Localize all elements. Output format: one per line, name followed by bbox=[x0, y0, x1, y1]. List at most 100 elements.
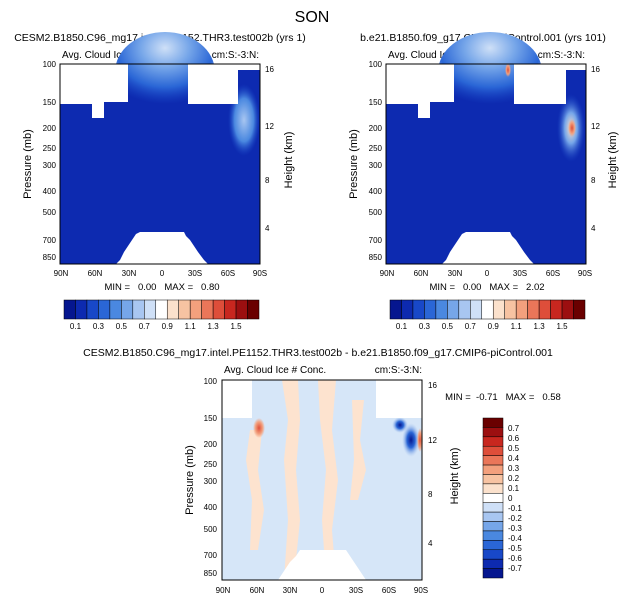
colorbar-swatch bbox=[201, 299, 214, 320]
colorbar-swatch bbox=[86, 299, 99, 320]
x-tick-30s: 30S bbox=[513, 269, 527, 278]
y-tick-850: 850 bbox=[369, 253, 383, 262]
y-axis-right: 16 12 8 4 bbox=[428, 381, 437, 548]
y-tick-700: 700 bbox=[369, 236, 383, 245]
y-tick-150: 150 bbox=[369, 98, 383, 107]
height-tick-8: 8 bbox=[428, 490, 433, 499]
y-axis-label: Pressure (mb) bbox=[22, 129, 34, 199]
panel-top-left: CESM2.B1850.C96_mg17.intel.PE1152.THR3.t… bbox=[14, 32, 306, 293]
colorbar-tick-label: 0.2 bbox=[508, 474, 520, 483]
x-tick-60s: 60S bbox=[221, 269, 235, 278]
y-tick-400: 400 bbox=[204, 503, 218, 512]
colorbar-tick-label: 1.5 bbox=[556, 322, 568, 331]
colorbar-swatch bbox=[482, 502, 504, 513]
colorbar-tick-label: 0.3 bbox=[93, 322, 105, 331]
y-tick-400: 400 bbox=[369, 187, 383, 196]
y-tick-100: 100 bbox=[369, 60, 383, 69]
height-tick-12: 12 bbox=[265, 122, 274, 131]
colorbar-swatch bbox=[515, 299, 528, 320]
colorbar-swatch bbox=[538, 299, 551, 320]
colorbar-swatch bbox=[492, 299, 505, 320]
x-tick-90n: 90N bbox=[380, 269, 395, 278]
colorbar-difference: 0.70.60.50.40.30.20.10-0.1-0.2-0.3-0.4-0… bbox=[482, 417, 522, 579]
colorbar-swatch bbox=[224, 299, 237, 320]
plot-border bbox=[59, 63, 261, 265]
colorbar-tick-label: 0.1 bbox=[396, 322, 408, 331]
y-axis-label: Pressure (mb) bbox=[348, 129, 360, 199]
plot-border bbox=[385, 63, 587, 265]
colorbar-swatch bbox=[550, 299, 563, 320]
red-hotspot bbox=[568, 119, 576, 137]
colorbar-swatch bbox=[482, 493, 504, 503]
x-tick-90n: 90N bbox=[216, 586, 231, 595]
y-axis-right: 16 12 8 4 bbox=[591, 65, 600, 233]
colorbar-swatch bbox=[389, 299, 402, 320]
height-tick-12: 12 bbox=[591, 122, 600, 131]
y-tick-150: 150 bbox=[204, 414, 218, 423]
colorbar-swatch bbox=[482, 483, 504, 494]
colorbar-tick-label: 0.9 bbox=[488, 322, 500, 331]
height-tick-4: 4 bbox=[591, 224, 596, 233]
y-axis-right-label: Height (km) bbox=[283, 132, 295, 189]
negative-anomaly-max bbox=[402, 423, 420, 457]
colorbar-tick-label: 1.1 bbox=[511, 322, 523, 331]
y-axis-left: 100 150 200 250 300 400 500 700 850 bbox=[204, 377, 218, 578]
y-tick-100: 100 bbox=[204, 377, 218, 386]
colorbar-tick-label: 1.5 bbox=[230, 322, 242, 331]
x-tick-30n: 30N bbox=[448, 269, 463, 278]
colorbar-tick-label: 0.9 bbox=[162, 322, 174, 331]
plot-area bbox=[59, 32, 261, 265]
positive-anomaly-streak bbox=[350, 400, 366, 500]
panel-title-left: Avg. Cloud Ice # Conc. bbox=[62, 50, 164, 61]
height-tick-16: 16 bbox=[591, 65, 600, 74]
missing-top-left bbox=[222, 380, 252, 418]
colorbar-swatch bbox=[482, 549, 504, 560]
height-tick-4: 4 bbox=[265, 224, 270, 233]
y-axis-label: Pressure (mb) bbox=[184, 445, 196, 515]
colorbar-swatch bbox=[178, 299, 191, 320]
colorbar-swatch bbox=[132, 299, 145, 320]
colorbar-swatch bbox=[401, 299, 414, 320]
colorbar-tick-label: -0.1 bbox=[508, 504, 522, 513]
colorbar-tick-label: -0.7 bbox=[508, 564, 522, 573]
colorbar-swatch bbox=[144, 299, 157, 320]
missing-top-right bbox=[188, 64, 260, 104]
y-axis-left: 100 150 200 250 300 400 500 700 850 bbox=[43, 60, 57, 262]
y-tick-500: 500 bbox=[204, 525, 218, 534]
colorbar-swatch bbox=[247, 299, 260, 320]
height-tick-12: 12 bbox=[428, 436, 437, 445]
red-hotspot-top bbox=[505, 63, 511, 77]
x-tick-0: 0 bbox=[320, 586, 325, 595]
colorbar-tick-label: 0.4 bbox=[508, 454, 520, 463]
x-axis: 90N 60N 30N 0 30S 60S 90S bbox=[216, 586, 428, 595]
x-tick-90s: 90S bbox=[414, 586, 428, 595]
colorbar-tick-label: 0.6 bbox=[508, 434, 520, 443]
plot-area bbox=[221, 379, 423, 581]
colorbar-top-left: 0.1 0.3 0.5 0.7 0.9 1.1 1.3 1.5 bbox=[63, 299, 260, 331]
colorbar-swatch bbox=[482, 464, 504, 475]
min-max-stats: MIN = 0.00 MAX = 2.02 bbox=[429, 282, 544, 293]
colorbar-swatch bbox=[482, 511, 504, 522]
y-tick-400: 400 bbox=[43, 187, 57, 196]
y-tick-250: 250 bbox=[43, 144, 57, 153]
colorbar-swatch bbox=[235, 299, 248, 320]
colorbar-swatch bbox=[482, 540, 504, 551]
panel-title-right: cm:S:-3:N: bbox=[538, 50, 585, 61]
colorbar-swatch bbox=[482, 436, 504, 447]
x-tick-90s: 90S bbox=[578, 269, 592, 278]
x-axis: 90N 60N 30N 0 30S 60S 90S bbox=[380, 269, 592, 278]
plot-area bbox=[385, 32, 587, 265]
y-tick-850: 850 bbox=[43, 253, 57, 262]
x-tick-90s: 90S bbox=[253, 269, 267, 278]
colorbar-tick-label: -0.5 bbox=[508, 544, 522, 553]
positive-anomaly-max bbox=[253, 418, 265, 438]
colorbar-swatch bbox=[482, 521, 504, 532]
colorbar-swatch bbox=[458, 299, 471, 320]
colorbar-tick-label: 1.3 bbox=[208, 322, 220, 331]
negative-anomaly bbox=[392, 417, 408, 433]
y-tick-700: 700 bbox=[204, 551, 218, 560]
colorbar-tick-label: 0.7 bbox=[465, 322, 477, 331]
panel-title-left: Avg. Cloud Ice # Conc. bbox=[388, 50, 490, 61]
y-tick-700: 700 bbox=[43, 236, 57, 245]
colorbar-swatch bbox=[482, 474, 504, 485]
